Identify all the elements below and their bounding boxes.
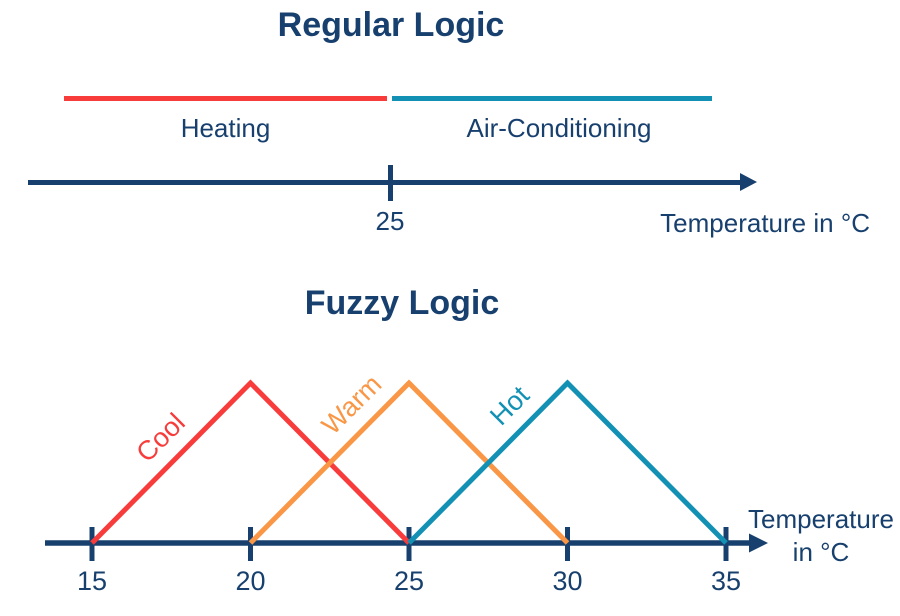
fuzzy-x-axis-label: Temperature in °C	[745, 503, 897, 569]
fuzzy-tick-label-35: 35	[710, 566, 742, 596]
fuzzy-membership-chart	[45, 379, 768, 561]
fuzzy-tick-label-20: 20	[235, 566, 266, 596]
regular-axis-tick-25	[388, 165, 393, 201]
fuzzy-tick-label-30: 30	[552, 566, 583, 596]
regular-tick-label-25: 25	[375, 206, 405, 236]
membership-line-warm	[248, 379, 570, 545]
regular-axis-arrowhead-icon	[740, 173, 757, 191]
regular-x-axis-label: Temperature in °C	[660, 208, 870, 238]
fuzzy-logic-title: Fuzzy Logic	[304, 284, 500, 322]
membership-line-hot	[407, 379, 728, 545]
fuzzy-x-axis-label-line2: in °C	[792, 537, 850, 568]
fuzzy-tick-label-25: 25	[393, 566, 425, 596]
fuzzy-tick-label-15: 15	[76, 566, 108, 596]
regular-logic-title: Regular Logic	[277, 6, 505, 44]
heating-label: Heating	[180, 113, 271, 143]
fuzzy-axis-arrowhead-icon	[749, 533, 768, 553]
membership-line-cool	[90, 379, 411, 545]
heating-range-line	[64, 96, 387, 101]
air-conditioning-range-line	[392, 96, 712, 101]
regular-axis-line	[28, 180, 742, 185]
air-conditioning-label: Air-Conditioning	[466, 113, 652, 143]
fuzzy-x-axis-label-line1: Temperature	[748, 504, 894, 534]
